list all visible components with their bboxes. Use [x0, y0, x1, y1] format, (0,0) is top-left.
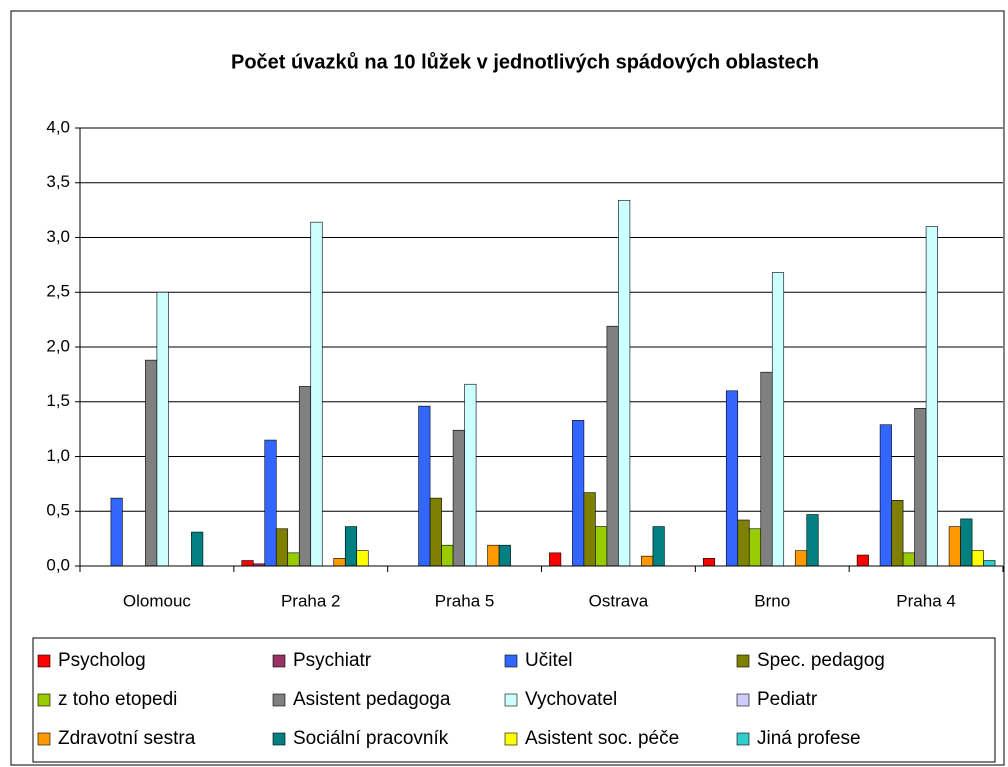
- bar: [572, 420, 585, 567]
- bar: [960, 518, 973, 567]
- bar: [441, 544, 454, 567]
- legend-swatch: [504, 732, 518, 746]
- legend-swatch: [504, 693, 518, 707]
- bar: [971, 550, 984, 567]
- y-tick-label: 3,5: [46, 172, 70, 191]
- bar: [549, 552, 562, 567]
- legend-swatch: [37, 693, 51, 707]
- bar: [760, 371, 773, 567]
- legend-label: Zdravotní sestra: [58, 728, 196, 749]
- x-tick-label: Brno: [754, 591, 790, 610]
- legend-swatch: [736, 654, 750, 668]
- legend-swatch: [272, 654, 286, 668]
- x-tick-label: Praha 5: [435, 591, 495, 610]
- legend-label: Psychiatr: [293, 650, 372, 671]
- bar: [241, 560, 254, 567]
- bar: [702, 558, 716, 567]
- bar: [333, 558, 346, 567]
- bar: [145, 359, 158, 567]
- bar: [771, 272, 785, 567]
- y-tick-label: 4,0: [46, 117, 70, 136]
- legend-label: Jiná profese: [757, 728, 861, 749]
- bar: [925, 226, 938, 567]
- bar: [583, 492, 596, 567]
- bar: [983, 560, 996, 567]
- bar: [110, 497, 123, 567]
- bar: [275, 528, 289, 567]
- legend-label: z toho etopedi: [58, 689, 177, 710]
- bar: [498, 544, 511, 567]
- legend-label: Sociální pracovník: [293, 728, 449, 749]
- legend-label: Pediatr: [757, 689, 818, 710]
- bar: [298, 386, 312, 567]
- bar: [618, 199, 631, 567]
- legend-label: Spec. pedagog: [757, 650, 885, 671]
- legend-swatch: [504, 654, 518, 668]
- legend-swatch: [272, 732, 286, 746]
- legend-label: Učitel: [525, 650, 573, 671]
- bar: [948, 526, 961, 567]
- y-tick-label: 1,5: [46, 391, 70, 410]
- x-tick-label: Ostrava: [589, 591, 649, 610]
- bar: [356, 550, 369, 567]
- bar: [418, 405, 431, 567]
- y-tick-label: 2,0: [46, 336, 70, 355]
- bar: [806, 514, 819, 567]
- bar: [748, 528, 762, 567]
- legend-swatch: [37, 654, 51, 668]
- bar: [606, 325, 619, 567]
- y-tick-label: 2,5: [46, 282, 70, 301]
- bar: [914, 408, 927, 567]
- bar: [856, 554, 869, 567]
- y-tick-label: 1,0: [46, 446, 70, 465]
- bar: [902, 552, 915, 567]
- bar: [452, 429, 465, 567]
- bar: [310, 221, 323, 567]
- bar: [652, 526, 665, 567]
- bar: [794, 550, 808, 567]
- bar: [595, 526, 608, 567]
- chart-title: Počet úvazků na 10 lůžek v jednotlivých …: [231, 51, 819, 73]
- bar: [287, 552, 300, 567]
- bar: [464, 383, 477, 567]
- legend-label: Asistent soc. péče: [525, 728, 679, 749]
- x-tick-label: Olomouc: [123, 591, 192, 610]
- x-tick-label: Praha 2: [281, 591, 341, 610]
- bar: [487, 544, 500, 567]
- bar: [891, 499, 904, 567]
- legend-swatch: [37, 732, 51, 746]
- y-tick-label: 3,0: [46, 227, 70, 246]
- bar: [156, 291, 169, 567]
- y-tick-label: 0,5: [46, 501, 70, 520]
- bar: [264, 439, 277, 567]
- x-tick-label: Praha 4: [896, 591, 956, 610]
- legend-swatch: [736, 693, 750, 707]
- legend-label: Psycholog: [58, 650, 146, 671]
- bar: [725, 390, 739, 567]
- legend-swatch: [736, 732, 750, 746]
- bar: [737, 519, 750, 567]
- bar: [344, 526, 358, 567]
- y-tick-label: 0,0: [46, 555, 70, 574]
- bar: [429, 497, 442, 567]
- legend-label: Asistent pedagoga: [293, 689, 451, 710]
- legend-label: Vychovatel: [525, 689, 617, 710]
- bar: [879, 424, 892, 567]
- bar: [641, 555, 654, 567]
- bar: [191, 531, 204, 567]
- legend-swatch: [272, 693, 286, 707]
